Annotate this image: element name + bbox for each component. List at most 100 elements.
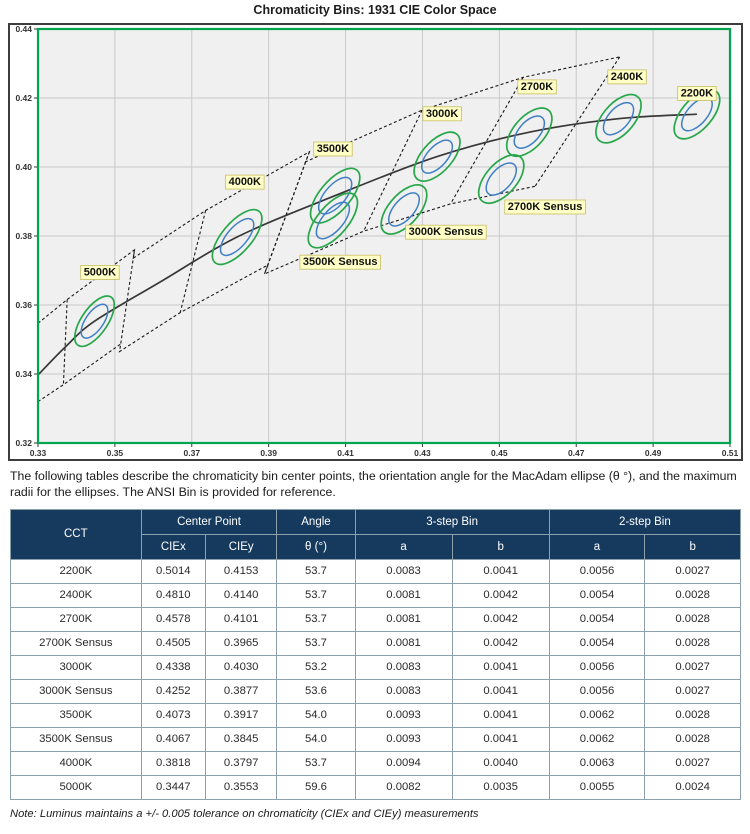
- table-row: 5000K 0.3447 0.3553 59.6 0.0082 0.0035 0.0055 0…: [10, 774, 741, 800]
- macadam-ellipse-group: [405, 125, 468, 188]
- planckian-locus: [37, 113, 697, 376]
- chromaticity-chart-svg: 0.33 0.35 0.37 0.39 0.41 0.43 0.45 0.47 0.49 0.51…: [8, 23, 743, 461]
- macadam-ellipse-group: [299, 186, 367, 255]
- ellipse-3step: [67, 291, 122, 352]
- table-cell: 0.4073: [140, 702, 206, 728]
- table-cell: 0.0081: [354, 630, 453, 656]
- table-cell: 0.0041: [451, 558, 550, 584]
- header-2step-bin: 2-step Bin: [548, 508, 742, 535]
- table-cell: 0.3965: [204, 630, 278, 656]
- table-cell: 0.0028: [644, 702, 741, 728]
- bin-label: 5000K: [84, 267, 116, 279]
- table-cell: 0.0063: [548, 750, 646, 776]
- table-row: 2200K 0.5014 0.4153 53.7 0.0083 0.0041 0.0056 0…: [10, 558, 741, 584]
- header-theta: θ (°): [276, 533, 356, 560]
- table-cell: 0.0041: [451, 726, 550, 752]
- table-cell: 0.0054: [548, 582, 646, 608]
- table-row: 3500K 0.4073 0.3917 54.0 0.0093 0.0041 0.0062 0…: [10, 702, 741, 728]
- bin-label: 3000K: [426, 108, 458, 120]
- ellipse-2step: [598, 98, 640, 139]
- table-cell: 0.3553: [204, 774, 278, 800]
- x-tick-label: 0.51: [722, 448, 739, 458]
- table-cell: 0.4505: [140, 630, 206, 656]
- table-cell: 2700K Sensus: [10, 630, 142, 656]
- table-row: 2700K Sensus 0.4505 0.3965 53.7 0.0081 0.0042…: [10, 630, 741, 656]
- table-cell: 2700K: [10, 606, 142, 632]
- table-cell: 53.2: [276, 654, 356, 680]
- bin-label-bg: [517, 79, 557, 95]
- table-cell: 0.0083: [354, 558, 453, 584]
- macadam-ellipse-group: [587, 88, 650, 150]
- x-tick-label: 0.49: [645, 448, 662, 458]
- ansi-bin-divider: [363, 109, 423, 232]
- header-3step-b: b: [451, 533, 550, 560]
- table-cell: 0.0062: [548, 726, 646, 752]
- table-cell: 0.0027: [644, 558, 741, 584]
- ellipse-3step: [203, 203, 271, 272]
- table-row: 3000K 0.4338 0.4030 53.2 0.0083 0.0041 0.0056 0…: [10, 654, 741, 680]
- bin-label: 4000K: [229, 176, 261, 188]
- table-row: 3500K Sensus 0.4067 0.3845 54.0 0.0093 0.0041…: [10, 726, 741, 752]
- table-cell: 4000K: [10, 750, 142, 776]
- bin-label: 3500K: [317, 143, 349, 155]
- table-cell: 0.0056: [548, 558, 646, 584]
- table-cell: 0.0082: [354, 774, 453, 800]
- plot-border: [36, 27, 732, 445]
- ansi-bin-divider: [62, 299, 68, 385]
- ellipse-3step: [372, 178, 435, 241]
- table-cell: 0.0056: [548, 654, 646, 680]
- table-cell: 0.3877: [204, 678, 278, 704]
- table-row: 2700K 0.4578 0.4101 53.7 0.0081 0.0042 0.0054 0…: [10, 606, 741, 632]
- ansi-bin-divider: [263, 161, 307, 275]
- x-tick-label: 0.47: [568, 448, 585, 458]
- table-cell: 0.0081: [354, 582, 453, 608]
- footnote: Note: Luminus maintains a +/- 0.005 tole…: [10, 807, 479, 820]
- table-cell: 0.0081: [354, 606, 453, 632]
- table-cell: 53.7: [276, 750, 356, 776]
- table-cell: 0.0042: [451, 606, 550, 632]
- table-cell: 0.4338: [140, 654, 206, 680]
- header-ciex: CIEx: [140, 533, 206, 560]
- page-title: Chromaticity Bins: 1931 CIE Color Space: [253, 3, 497, 17]
- ansi-bin-lower-boundary: [37, 185, 536, 403]
- table-header: CCT Center Point Angle 3-step Bin 2-step…: [10, 508, 742, 560]
- ellipse-2step: [508, 111, 550, 152]
- table-cell: 0.3845: [204, 726, 278, 752]
- table-row: 2400K 0.4810 0.4140 53.7 0.0081 0.0042 0.0054 0…: [10, 582, 741, 608]
- bin-label-bg: [299, 254, 381, 270]
- header-angle: Angle: [276, 508, 356, 535]
- x-tick-label: 0.33: [30, 448, 47, 458]
- ansi-bin-divider: [534, 56, 621, 187]
- table-cell: 5000K: [10, 774, 142, 800]
- bin-label: 2700K: [521, 81, 553, 93]
- table-cell: 0.4140: [204, 582, 278, 608]
- y-tick-label: 0.34: [15, 369, 32, 379]
- table-cell: 0.0083: [354, 678, 453, 704]
- chromaticity-chart: 0.33 0.35 0.37 0.39 0.41 0.43 0.45 0.47 0.49 0.51…: [8, 23, 743, 461]
- table-row: 4000K 0.3818 0.3797 53.7 0.0094 0.0040 0.0063 0…: [10, 750, 741, 776]
- ellipse-2step: [383, 188, 425, 230]
- chromaticity-table: CCT Center Point Angle 3-step Bin 2-step…: [10, 508, 742, 800]
- table-cell: 0.3797: [204, 750, 278, 776]
- table-cell: 0.0027: [644, 654, 741, 680]
- table-cell: 0.5014: [140, 558, 206, 584]
- y-tick-label: 0.38: [15, 231, 32, 241]
- ellipse-2step: [480, 158, 522, 199]
- table-cell: 0.0041: [451, 654, 550, 680]
- bin-label-bg: [405, 224, 487, 240]
- table-cell: 0.0083: [354, 654, 453, 680]
- table-cell: 0.0041: [451, 678, 550, 704]
- bin-label-bg: [607, 69, 647, 85]
- header-cct: CCT: [10, 508, 142, 560]
- table-cell: 53.7: [276, 558, 356, 584]
- x-tick-label: 0.37: [184, 448, 201, 458]
- x-tick-label: 0.39: [260, 448, 277, 458]
- bin-label-bg: [677, 86, 717, 101]
- table-cell: 53.7: [276, 630, 356, 656]
- bin-label: 2700K Sensus: [508, 201, 583, 213]
- header-3step-a: a: [354, 533, 453, 560]
- y-tick-label: 0.44: [15, 24, 32, 34]
- intro-text: The following tables describe the chroma…: [10, 469, 737, 500]
- bin-label: 3500K Sensus: [303, 256, 378, 268]
- table-cell: 3000K: [10, 654, 142, 680]
